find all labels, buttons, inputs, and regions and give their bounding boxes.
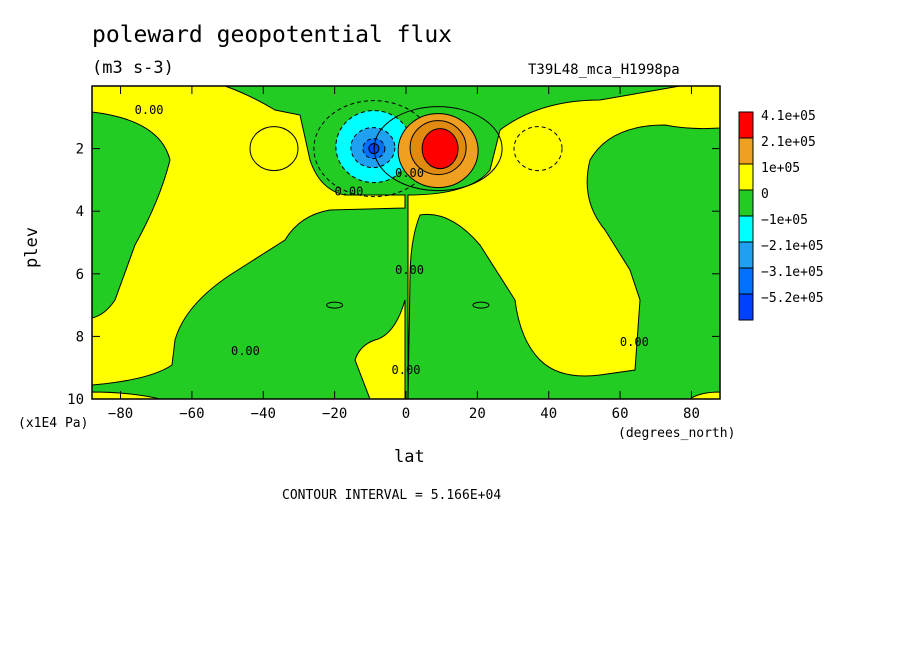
x-tick-label: −60 (179, 406, 204, 422)
legend-swatch (738, 267, 754, 295)
x-tick-label: 40 (540, 406, 557, 422)
x-axis-label: lat (394, 447, 425, 467)
legend-label: −1e+05 (761, 213, 808, 228)
x-tick-label: 60 (612, 406, 629, 422)
contour-label: 0.00 (135, 103, 164, 117)
x-axis-unit: (degrees_north) (618, 426, 736, 441)
green-island (326, 301, 344, 309)
legend-label: 2.1e+05 (761, 135, 816, 150)
chart-units: (m3 s-3) (92, 58, 174, 78)
contour-interval: CONTOUR INTERVAL = 5.166E+04 (282, 488, 502, 503)
legend-swatch (738, 111, 754, 139)
green-island (472, 301, 490, 309)
positive-core (421, 128, 459, 170)
contour-label: 0.00 (392, 363, 421, 377)
contour-label: 0.00 (395, 166, 424, 180)
y-tick-label: 4 (76, 204, 84, 220)
y-axis-label: plev (22, 227, 42, 268)
legend-label: −5.2e+05 (761, 291, 824, 306)
y-axis-unit: (x1E4 Pa) (18, 416, 89, 431)
x-tick-label: 20 (469, 406, 486, 422)
x-tick-label: −80 (108, 406, 133, 422)
positive-region-2 (407, 85, 721, 400)
run-id: T39L48_mca_H1998pa (528, 62, 680, 78)
y-tick-label: 10 (67, 392, 84, 408)
x-tick-label: −20 (322, 406, 347, 422)
legend-swatch (738, 163, 754, 191)
y-tick-label: 6 (76, 267, 84, 283)
contour-label: 0.00 (620, 335, 649, 349)
legend-swatch (738, 215, 754, 243)
weak-contour (249, 126, 299, 172)
contour-label: 0.00 (231, 344, 260, 358)
x-tick-label: 0 (402, 406, 410, 422)
contour-label: 0.00 (395, 263, 424, 277)
y-tick-label: 8 (76, 329, 84, 345)
legend-swatch (738, 189, 754, 217)
legend-label: 1e+05 (761, 161, 800, 176)
positive-contour (373, 106, 503, 192)
positive-region-3 (354, 299, 406, 400)
weak-contour (513, 126, 563, 172)
x-tick-label: 80 (683, 406, 700, 422)
legend-label: 4.1e+05 (761, 109, 816, 124)
legend-swatch (738, 137, 754, 165)
legend-label: 0 (761, 187, 769, 202)
contour-label: 0.00 (334, 185, 363, 199)
legend-swatch (738, 241, 754, 269)
legend-label: −3.1e+05 (761, 265, 824, 280)
positive-region-1 (91, 85, 406, 386)
legend-swatch (738, 293, 754, 321)
y-tick-label: 2 (76, 142, 84, 158)
chart-title: poleward geopotential flux (92, 22, 453, 48)
x-tick-label: −40 (251, 406, 276, 422)
legend-label: −2.1e+05 (761, 239, 824, 254)
